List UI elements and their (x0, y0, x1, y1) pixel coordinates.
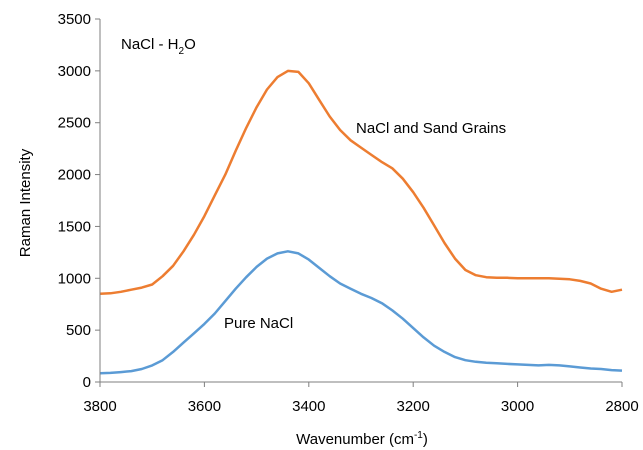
y-tick-label: 3500 (58, 11, 91, 28)
y-axis-ticks: 0 500 1000 1500 2000 2500 3000 3500 (58, 11, 100, 391)
y-tick-label: 2500 (58, 115, 91, 132)
x-axis-title: Wavenumber (cm-1) (296, 430, 428, 448)
x-tick-label: 3800 (83, 398, 116, 415)
y-tick-label: 500 (66, 322, 91, 339)
sand-grains-label: NaCl and Sand Grains (356, 120, 506, 137)
pure-nacl-series-line (99, 250, 623, 375)
y-tick-label: 2000 (58, 167, 91, 184)
x-axis-title-suffix: ) (423, 431, 428, 448)
x-axis-title-main: Wavenumber (cm (296, 431, 414, 448)
panel-label-subscript: 2 (179, 46, 185, 57)
x-tick-label: 2800 (605, 398, 638, 415)
series-layer (99, 69, 623, 375)
y-tick-label: 0 (83, 374, 91, 391)
y-tick-label: 1000 (58, 270, 91, 287)
y-tick-label: 3000 (58, 63, 91, 80)
x-tick-label: 3600 (188, 398, 221, 415)
nacl-sand-series-line (99, 69, 623, 296)
x-tick-label: 3000 (501, 398, 534, 415)
y-axis-title: Raman Intensity (17, 148, 34, 257)
panel-label-suffix: O (184, 36, 196, 53)
x-axis-title-sup: -1 (414, 430, 423, 441)
x-tick-label: 3400 (292, 398, 325, 415)
x-tick-label: 3200 (397, 398, 430, 415)
panel-label-prefix: NaCl - H (121, 36, 179, 53)
y-tick-label: 1500 (58, 218, 91, 235)
pure-nacl-label: Pure NaCl (224, 315, 293, 332)
x-axis-ticks: 3800 3600 3400 3200 3000 2800 (83, 382, 639, 415)
panel-label: NaCl - H2O (121, 36, 196, 57)
